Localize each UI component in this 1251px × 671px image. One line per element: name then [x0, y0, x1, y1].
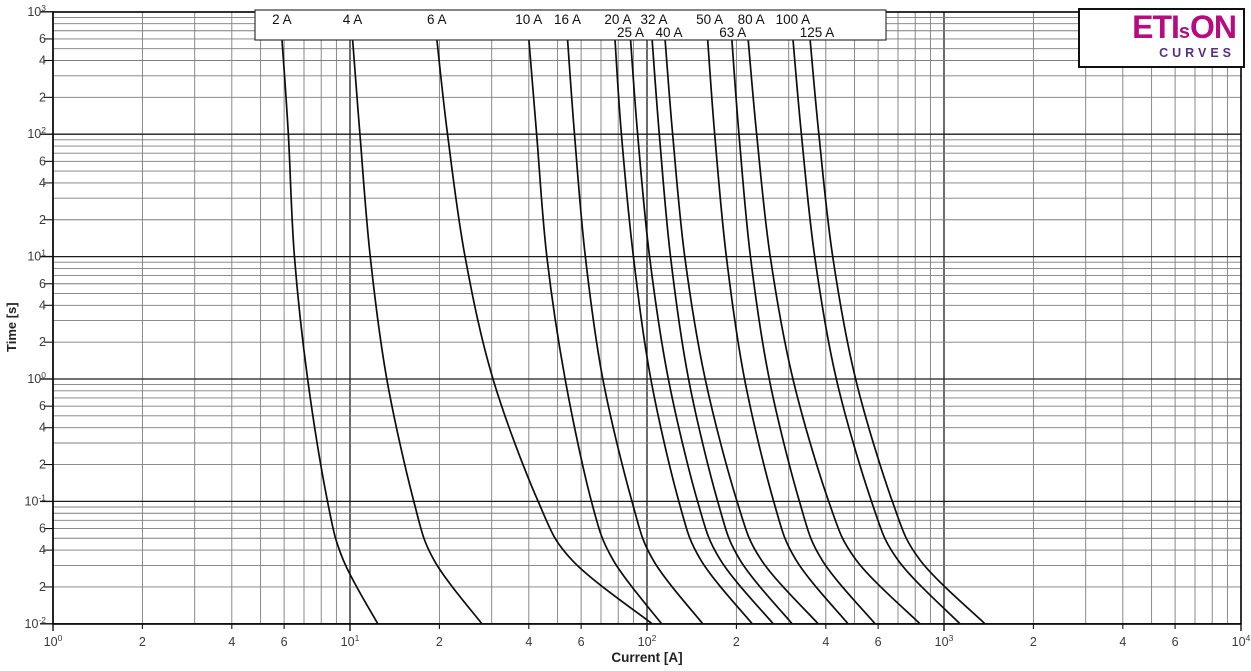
- x-tick-label: 6: [1172, 635, 1179, 649]
- curve-2A: [281, 38, 379, 625]
- y-tick-label: 2: [39, 90, 46, 104]
- grid: [52, 11, 1242, 625]
- x-tick-label: 2: [139, 635, 146, 649]
- curve-20A: [614, 38, 754, 625]
- logo-text-eti: ETI: [1132, 9, 1180, 45]
- y-tick-label: 6: [39, 399, 46, 413]
- x-tick-label: 100: [44, 633, 63, 649]
- x-tick-label: 2: [436, 635, 443, 649]
- curve-label-32A: 32 A: [641, 12, 668, 27]
- y-tick-label: 4: [39, 176, 46, 190]
- logo-subtitle: CURVES: [1159, 46, 1235, 60]
- x-tick-label: 6: [875, 635, 882, 649]
- y-tick-label: 102: [27, 125, 46, 141]
- logo-text-on: ON: [1190, 9, 1237, 45]
- curve-labels: 2 A 4 A 6 A 10 A 16 A 20 A25 A32 A40 A 50 A63 …: [272, 12, 834, 40]
- axis-ticks: [40, 11, 1242, 631]
- x-tick-label: 103: [935, 633, 954, 649]
- curve-25A: [629, 38, 775, 625]
- y-tick-label: 101: [27, 248, 46, 264]
- curve-label-box: [254, 9, 887, 41]
- x-tick-label: 4: [822, 635, 829, 649]
- curve-40A: [664, 38, 820, 625]
- etison-logo: ETIsON CURVES: [1078, 8, 1245, 68]
- curve-label-50A: 50 A: [696, 12, 723, 27]
- y-tick-label: 4: [39, 543, 46, 557]
- y-tick-label: 6: [39, 154, 46, 168]
- x-tick-label: 102: [638, 633, 657, 649]
- y-tick-label: 6: [39, 277, 46, 291]
- x-tick-label: 4: [525, 635, 532, 649]
- x-tick-label: 104: [1232, 633, 1251, 649]
- x-tick-label: 6: [578, 635, 585, 649]
- y-axis-title: Time [s]: [4, 302, 19, 352]
- x-tick-label: 4: [228, 635, 235, 649]
- y-tick-label: 6: [39, 32, 46, 46]
- curves: [281, 38, 986, 625]
- y-tick-label: 2: [39, 458, 46, 472]
- x-axis-title: Current [A]: [611, 650, 683, 665]
- curve-label-10A: 10 A: [515, 12, 542, 27]
- curve-label-125A: 125 A: [800, 25, 835, 40]
- x-tick-label: 101: [341, 633, 360, 649]
- y-tick-label: 100: [27, 370, 46, 386]
- x-tick-label: 4: [1119, 635, 1126, 649]
- y-tick-label: 2: [39, 213, 46, 227]
- curve-label-16A: 16 A: [554, 12, 581, 27]
- logo-wordmark: ETIsON: [1080, 9, 1237, 50]
- y-tick-label: 10-2: [25, 615, 47, 631]
- curve-10A: [527, 38, 663, 625]
- curve-label-80A: 80 A: [738, 12, 765, 27]
- curve-50A: [706, 38, 849, 625]
- x-tick-label: 2: [733, 635, 740, 649]
- curve-32A: [651, 38, 793, 625]
- curve-80A: [747, 38, 921, 625]
- curve-label-20A: 20 A: [604, 12, 631, 27]
- curve-125A: [809, 38, 986, 625]
- y-tick-label: 103: [27, 3, 46, 19]
- curve-label-2A: 2 A: [272, 12, 292, 27]
- y-tick-label: 4: [39, 421, 46, 435]
- curve-63A: [730, 38, 876, 625]
- y-tick-label: 6: [39, 522, 46, 536]
- x-tick-label: 6: [281, 635, 288, 649]
- y-tick-label: 4: [39, 54, 46, 68]
- curve-label-100A: 100 A: [776, 12, 811, 27]
- curve-label-63A: 63 A: [719, 25, 746, 40]
- curve-label-40A: 40 A: [656, 25, 683, 40]
- curve-6A: [435, 38, 653, 625]
- curve-16A: [566, 38, 704, 625]
- curve-label-25A: 25 A: [617, 25, 644, 40]
- curve-100A: [792, 38, 961, 625]
- x-tick-label: 2: [1030, 635, 1037, 649]
- y-tick-label: 4: [39, 298, 46, 312]
- y-tick-label: 10-1: [25, 492, 47, 508]
- curve-label-6A: 6 A: [427, 12, 447, 27]
- curve-label-4A: 4 A: [343, 12, 363, 27]
- logo-text-s: s: [1178, 21, 1190, 43]
- y-tick-label: 2: [39, 335, 46, 349]
- y-tick-label: 2: [39, 580, 46, 594]
- curve-4A: [351, 38, 483, 625]
- tick-labels: 103 6 4 2 102 6 4 2 101 6 4 2 100 6 4 2 10-1 6 4 2 10-2 100 2 4…: [25, 3, 1251, 649]
